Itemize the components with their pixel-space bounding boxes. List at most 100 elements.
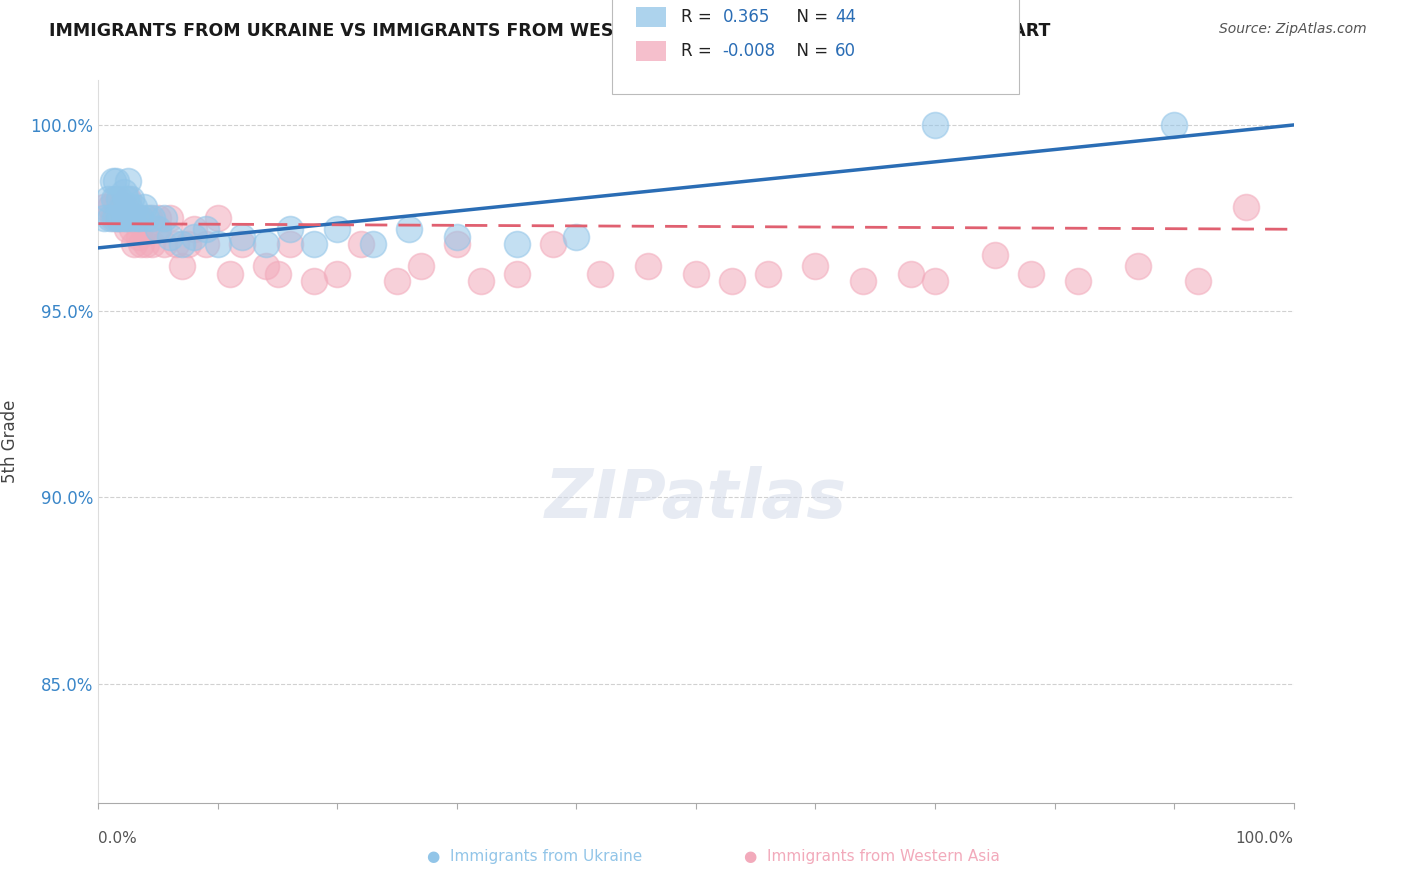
Point	[132, 200, 155, 214]
Text: Source: ZipAtlas.com: Source: ZipAtlas.com	[1219, 22, 1367, 37]
Text: ZIPatlas: ZIPatlas	[546, 467, 846, 533]
Point	[756, 267, 779, 281]
Point	[589, 267, 612, 281]
Point	[141, 237, 163, 252]
Point	[138, 211, 160, 225]
Point	[924, 274, 946, 288]
Point	[172, 237, 194, 252]
Point	[219, 267, 242, 281]
Point	[117, 193, 139, 207]
Point	[385, 274, 409, 288]
Point	[183, 229, 205, 244]
Text: IMMIGRANTS FROM UKRAINE VS IMMIGRANTS FROM WESTERN ASIA 5TH GRADE CORRELATION CH: IMMIGRANTS FROM UKRAINE VS IMMIGRANTS FR…	[49, 22, 1050, 40]
Point	[111, 200, 134, 214]
Point	[924, 118, 946, 132]
Point	[177, 237, 200, 252]
Point	[114, 200, 136, 214]
Point	[565, 229, 588, 244]
Point	[852, 274, 875, 288]
Point	[326, 267, 349, 281]
Point	[125, 211, 148, 225]
Point	[350, 237, 373, 252]
Text: 44: 44	[835, 8, 856, 26]
Point	[107, 211, 129, 225]
Point	[112, 185, 135, 199]
Point	[132, 222, 155, 236]
Point	[120, 193, 142, 207]
Point	[278, 237, 301, 252]
Point	[131, 237, 153, 252]
Point	[98, 200, 122, 214]
Point	[114, 211, 136, 225]
Point	[195, 237, 218, 252]
Point	[125, 211, 148, 225]
Point	[207, 211, 229, 225]
Point	[118, 200, 141, 214]
Text: R =: R =	[681, 42, 717, 60]
Point	[900, 267, 922, 281]
Text: 60: 60	[835, 42, 856, 60]
Text: 0.0%: 0.0%	[98, 830, 138, 846]
Point	[254, 237, 277, 252]
Text: R =: R =	[681, 8, 717, 26]
Point	[153, 237, 176, 252]
Text: 0.365: 0.365	[723, 8, 770, 26]
Point	[159, 229, 181, 244]
Point	[804, 260, 827, 274]
Point	[121, 211, 143, 225]
Point	[129, 211, 152, 225]
Text: ●  Immigrants from Western Asia: ● Immigrants from Western Asia	[744, 849, 1000, 863]
Point	[104, 211, 127, 225]
Point	[207, 237, 229, 252]
Point	[103, 193, 125, 207]
Text: N =: N =	[786, 42, 834, 60]
Point	[470, 274, 492, 288]
Point	[183, 222, 205, 236]
Point	[363, 237, 385, 252]
Point	[93, 200, 115, 214]
Point	[148, 211, 170, 225]
Point	[195, 222, 218, 236]
Point	[107, 211, 129, 225]
Point	[1128, 260, 1150, 274]
Point	[411, 260, 433, 274]
Point	[231, 237, 253, 252]
Point	[145, 222, 167, 236]
Point	[231, 229, 253, 244]
Point	[128, 229, 150, 244]
Point	[115, 193, 138, 207]
Point	[108, 211, 131, 225]
Point	[111, 211, 134, 225]
Point	[446, 237, 468, 252]
Point	[97, 193, 120, 207]
Point	[267, 267, 290, 281]
Point	[108, 200, 131, 214]
Point	[326, 222, 349, 236]
Point	[254, 260, 277, 274]
Point	[153, 211, 176, 225]
Point	[93, 211, 115, 225]
Point	[165, 237, 187, 252]
Point	[637, 260, 659, 274]
Point	[1019, 267, 1042, 281]
Point	[135, 211, 157, 225]
Point	[721, 274, 744, 288]
Point	[124, 237, 146, 252]
Point	[115, 222, 138, 236]
Point	[141, 211, 163, 225]
Y-axis label: 5th Grade: 5th Grade	[1, 400, 20, 483]
Point	[398, 222, 420, 236]
Point	[101, 174, 124, 188]
Point	[105, 193, 128, 207]
Point	[121, 222, 143, 236]
Text: ●  Immigrants from Ukraine: ● Immigrants from Ukraine	[426, 849, 643, 863]
Point	[107, 193, 129, 207]
Point	[118, 211, 141, 225]
Point	[117, 174, 139, 188]
Point	[124, 200, 146, 214]
Point	[506, 237, 529, 252]
Text: -0.008: -0.008	[723, 42, 776, 60]
Point	[105, 174, 128, 188]
Point	[685, 267, 707, 281]
Point	[1067, 274, 1090, 288]
